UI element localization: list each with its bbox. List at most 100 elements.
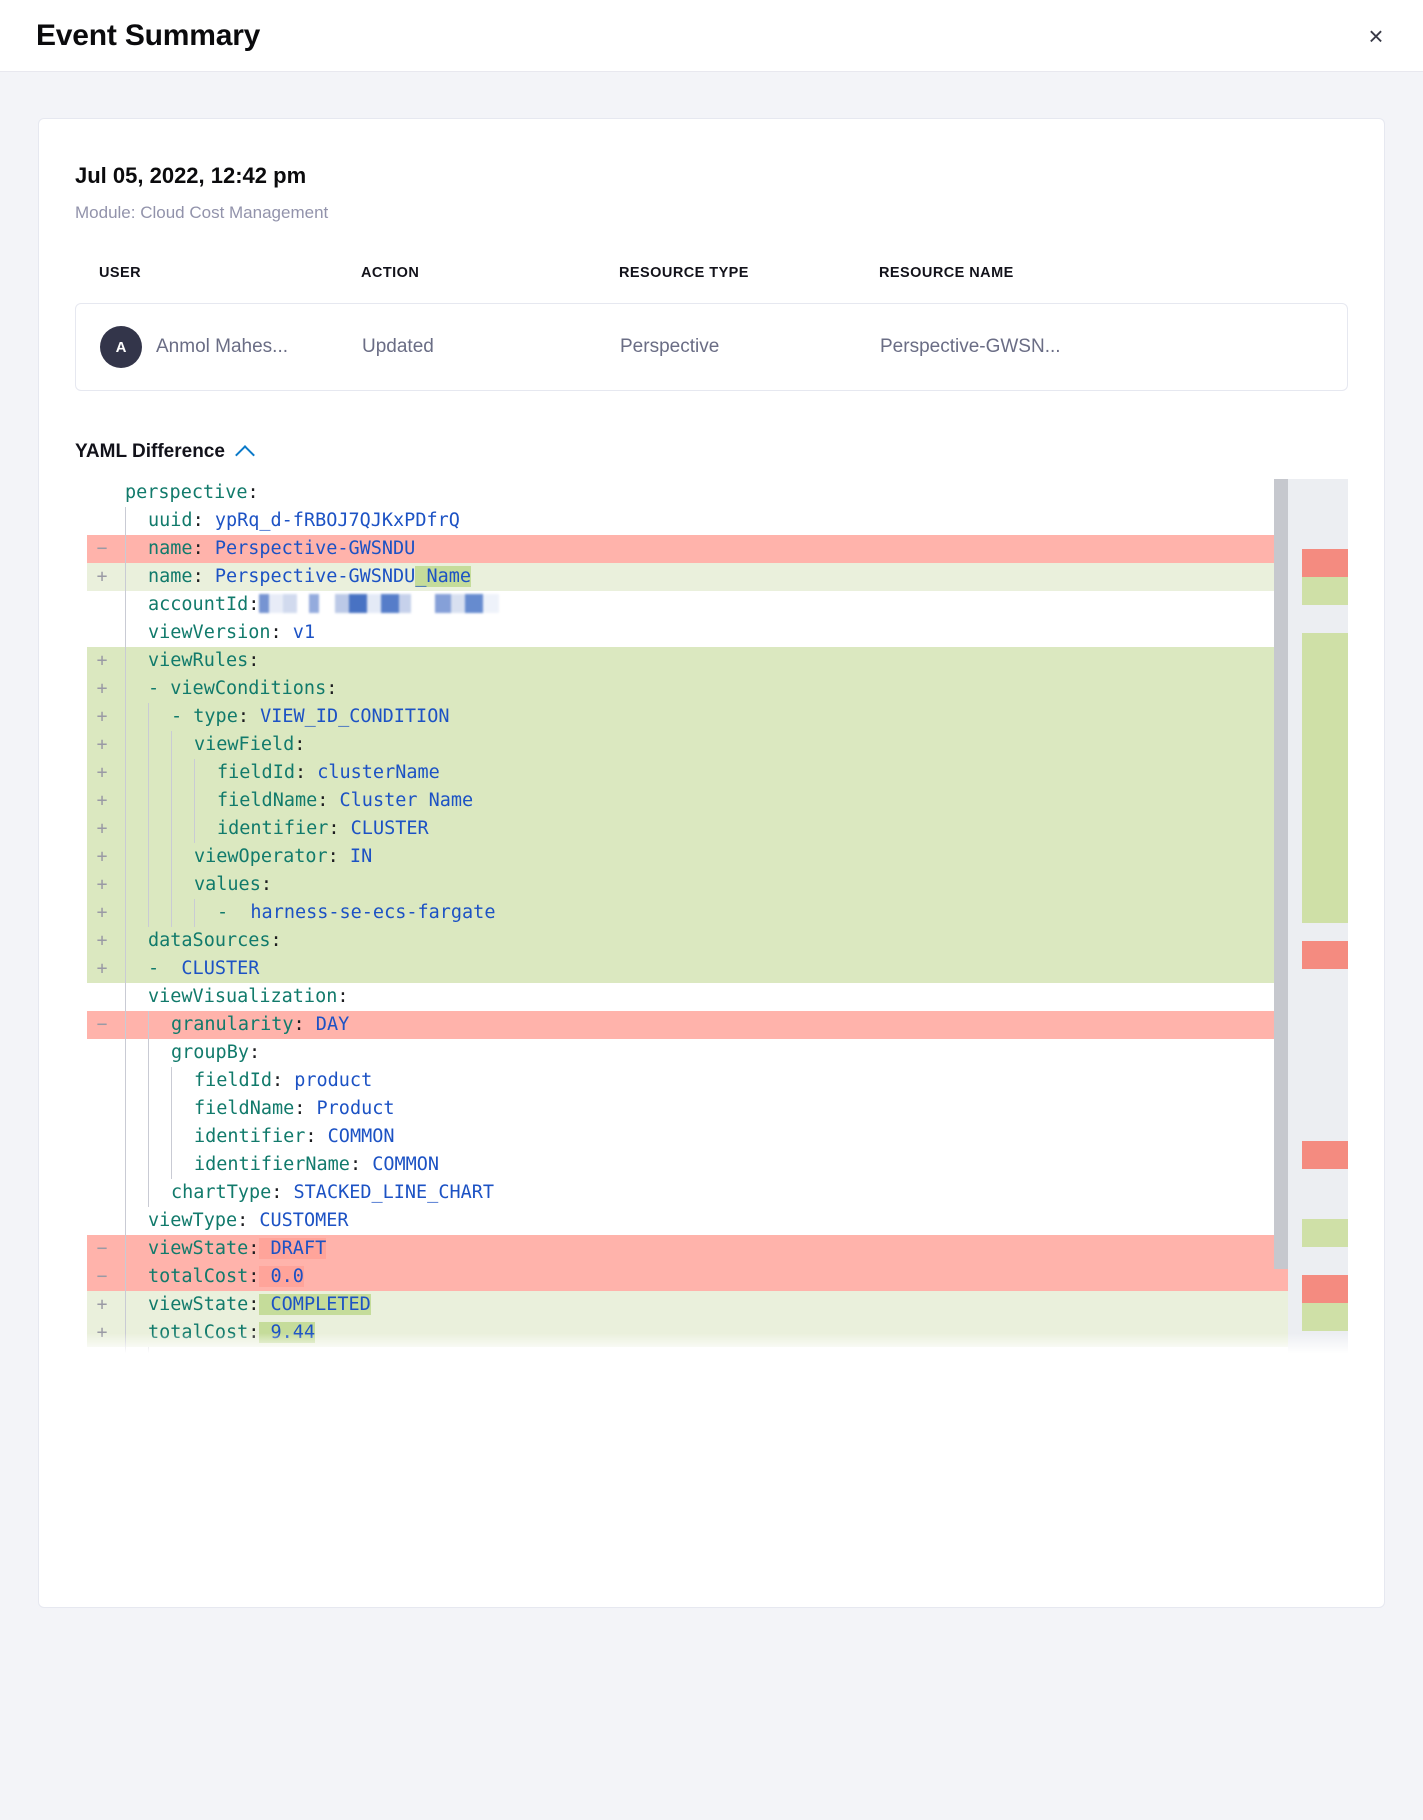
diff-gutter-marker: + bbox=[96, 678, 108, 699]
modal-body: Jul 05, 2022, 12:42 pm Module: Cloud Cos… bbox=[0, 72, 1423, 1820]
diff-line-content: perspective: bbox=[125, 482, 259, 503]
diff-line: + viewRules: bbox=[87, 647, 1348, 675]
minimap-marker bbox=[1302, 1303, 1348, 1331]
user-name: Anmol Mahes... bbox=[156, 336, 288, 357]
diff-gutter-marker: + bbox=[96, 1294, 108, 1315]
diff-line: uuid: ypRq_d-fRBOJ7QJKxPDfrQ bbox=[87, 507, 1348, 535]
diff-line-content: name: Perspective-GWSNDU bbox=[117, 535, 1348, 563]
diff-gutter-marker: + bbox=[96, 706, 108, 727]
chevron-up-icon[interactable] bbox=[237, 443, 255, 461]
diff-line: + fieldId: clusterName bbox=[87, 759, 1348, 787]
event-module: Module: Cloud Cost Management bbox=[75, 203, 329, 222]
diff-gutter-marker: + bbox=[96, 790, 108, 811]
minimap-marker bbox=[1302, 941, 1348, 969]
diff-minimap[interactable] bbox=[1288, 479, 1348, 1359]
diff-line: fieldId: product bbox=[87, 1067, 1348, 1095]
diff-gutter-marker: + bbox=[96, 734, 108, 755]
diff-line-content: totalCost: 0.0 bbox=[117, 1263, 1348, 1291]
diff-line-content: uuid: ypRq_d-fRBOJ7QJKxPDfrQ bbox=[117, 507, 1348, 535]
diff-gutter-marker bbox=[87, 619, 117, 647]
diff-line-content: viewType: CUSTOMER bbox=[117, 1207, 1348, 1235]
diff-line-content: viewVersion: v1 bbox=[117, 619, 1348, 647]
diff-line-content: fieldName: Product bbox=[117, 1095, 1348, 1123]
diff-line: viewVisualization: bbox=[87, 983, 1348, 1011]
diff-gutter-marker: + bbox=[96, 1322, 108, 1343]
diff-line: + identifier: CLUSTER bbox=[87, 815, 1348, 843]
table-row[interactable]: A Anmol Mahes... Updated Perspective Per… bbox=[75, 303, 1348, 391]
diff-line-content bbox=[117, 1347, 1348, 1359]
diff-gutter-marker bbox=[87, 507, 117, 535]
diff-gutter-marker bbox=[87, 983, 117, 1011]
diff-gutter-marker bbox=[87, 1039, 117, 1067]
diff-line-content: - CLUSTER bbox=[117, 955, 1348, 983]
diff-line: + viewOperator: IN bbox=[87, 843, 1348, 871]
diff-gutter-marker bbox=[87, 1067, 117, 1095]
modal-header: Event Summary × bbox=[0, 0, 1423, 72]
column-header-resource-type: RESOURCE TYPE bbox=[619, 265, 749, 281]
diff-gutter-marker bbox=[87, 1207, 117, 1235]
yaml-difference-label: YAML Difference bbox=[75, 441, 225, 462]
diff-line: − totalCost: 0.0 bbox=[87, 1263, 1348, 1291]
diff-gutter-marker bbox=[87, 1347, 117, 1359]
diff-gutter-marker: + bbox=[96, 762, 108, 783]
diff-gutter-marker: − bbox=[96, 1238, 108, 1259]
diff-line-content: fieldName: Cluster Name bbox=[117, 787, 1348, 815]
yaml-difference-toggle[interactable]: YAML Difference bbox=[75, 441, 1348, 463]
diff-line-content: groupBy: bbox=[117, 1039, 1348, 1067]
event-timestamp: Jul 05, 2022, 12:42 pm bbox=[75, 163, 307, 188]
yaml-diff-viewer[interactable]: perspective: uuid: ypRq_d-fRBOJ7QJKxPDfrQ… bbox=[87, 479, 1348, 1359]
diff-line: + name: Perspective-GWSNDU_Name bbox=[87, 563, 1348, 591]
diff-gutter-marker bbox=[87, 1095, 117, 1123]
diff-gutter-marker: − bbox=[96, 538, 108, 559]
diff-line-content: fieldId: clusterName bbox=[117, 759, 1348, 787]
diff-line-content: identifierName: COMMON bbox=[117, 1151, 1348, 1179]
diff-line: chartType: STACKED_LINE_CHART bbox=[87, 1179, 1348, 1207]
diff-line: − viewState: DRAFT bbox=[87, 1235, 1348, 1263]
diff-line: viewType: CUSTOMER bbox=[87, 1207, 1348, 1235]
diff-line-content: name: Perspective-GWSNDU_Name bbox=[117, 563, 1348, 591]
user-cell: A Anmol Mahes... bbox=[100, 326, 362, 368]
diff-line bbox=[87, 1347, 1348, 1359]
diff-line-content: viewState: COMPLETED bbox=[117, 1291, 1348, 1319]
minimap-marker bbox=[1302, 1141, 1348, 1169]
diff-gutter-marker bbox=[87, 591, 117, 619]
diff-line-content: - type: VIEW_ID_CONDITION bbox=[117, 703, 1348, 731]
page-title: Event Summary bbox=[36, 18, 261, 52]
diff-line-content: dataSources: bbox=[117, 927, 1348, 955]
diff-line: viewVersion: v1 bbox=[87, 619, 1348, 647]
diff-gutter-marker: + bbox=[96, 930, 108, 951]
diff-line: + - CLUSTER bbox=[87, 955, 1348, 983]
event-summary-table: USER ACTION RESOURCE TYPE RESOURCE NAME … bbox=[75, 265, 1348, 391]
column-header-user: USER bbox=[99, 265, 142, 281]
minimap-marker bbox=[1302, 577, 1348, 605]
table-header-row: USER ACTION RESOURCE TYPE RESOURCE NAME bbox=[75, 265, 1348, 303]
diff-line: + - type: VIEW_ID_CONDITION bbox=[87, 703, 1348, 731]
column-header-resource-name: RESOURCE NAME bbox=[879, 265, 1014, 281]
diff-line: + totalCost: 9.44 bbox=[87, 1319, 1348, 1347]
diff-line-content: viewOperator: IN bbox=[117, 843, 1348, 871]
resource-type-value: Perspective bbox=[620, 336, 720, 357]
diff-line: accountId: bbox=[87, 591, 1348, 619]
diff-line: − granularity: DAY bbox=[87, 1011, 1348, 1039]
diff-line-list: perspective: uuid: ypRq_d-fRBOJ7QJKxPDfrQ… bbox=[87, 479, 1348, 1359]
diff-gutter-marker: + bbox=[96, 566, 108, 587]
diff-scrollbar-thumb[interactable] bbox=[1274, 479, 1288, 1269]
diff-gutter-marker bbox=[87, 1179, 117, 1207]
diff-line-content: totalCost: 9.44 bbox=[117, 1319, 1348, 1347]
diff-line-content: viewRules: bbox=[117, 647, 1348, 675]
diff-line: + viewField: bbox=[87, 731, 1348, 759]
diff-gutter-marker bbox=[87, 1151, 117, 1179]
resource-name-value: Perspective-GWSN... bbox=[880, 336, 1061, 357]
close-icon[interactable]: × bbox=[1359, 19, 1393, 53]
diff-line-content: identifier: CLUSTER bbox=[117, 815, 1348, 843]
avatar: A bbox=[100, 326, 142, 368]
diff-gutter-marker: − bbox=[96, 1014, 108, 1035]
diff-line: perspective: bbox=[87, 479, 1348, 507]
diff-line-content: viewField: bbox=[117, 731, 1348, 759]
diff-line-content: granularity: DAY bbox=[117, 1011, 1348, 1039]
diff-gutter-marker bbox=[87, 1123, 117, 1151]
diff-line: fieldName: Product bbox=[87, 1095, 1348, 1123]
diff-gutter-marker: + bbox=[96, 818, 108, 839]
diff-line: + - harness-se-ecs-fargate bbox=[87, 899, 1348, 927]
diff-gutter-marker: + bbox=[96, 958, 108, 979]
